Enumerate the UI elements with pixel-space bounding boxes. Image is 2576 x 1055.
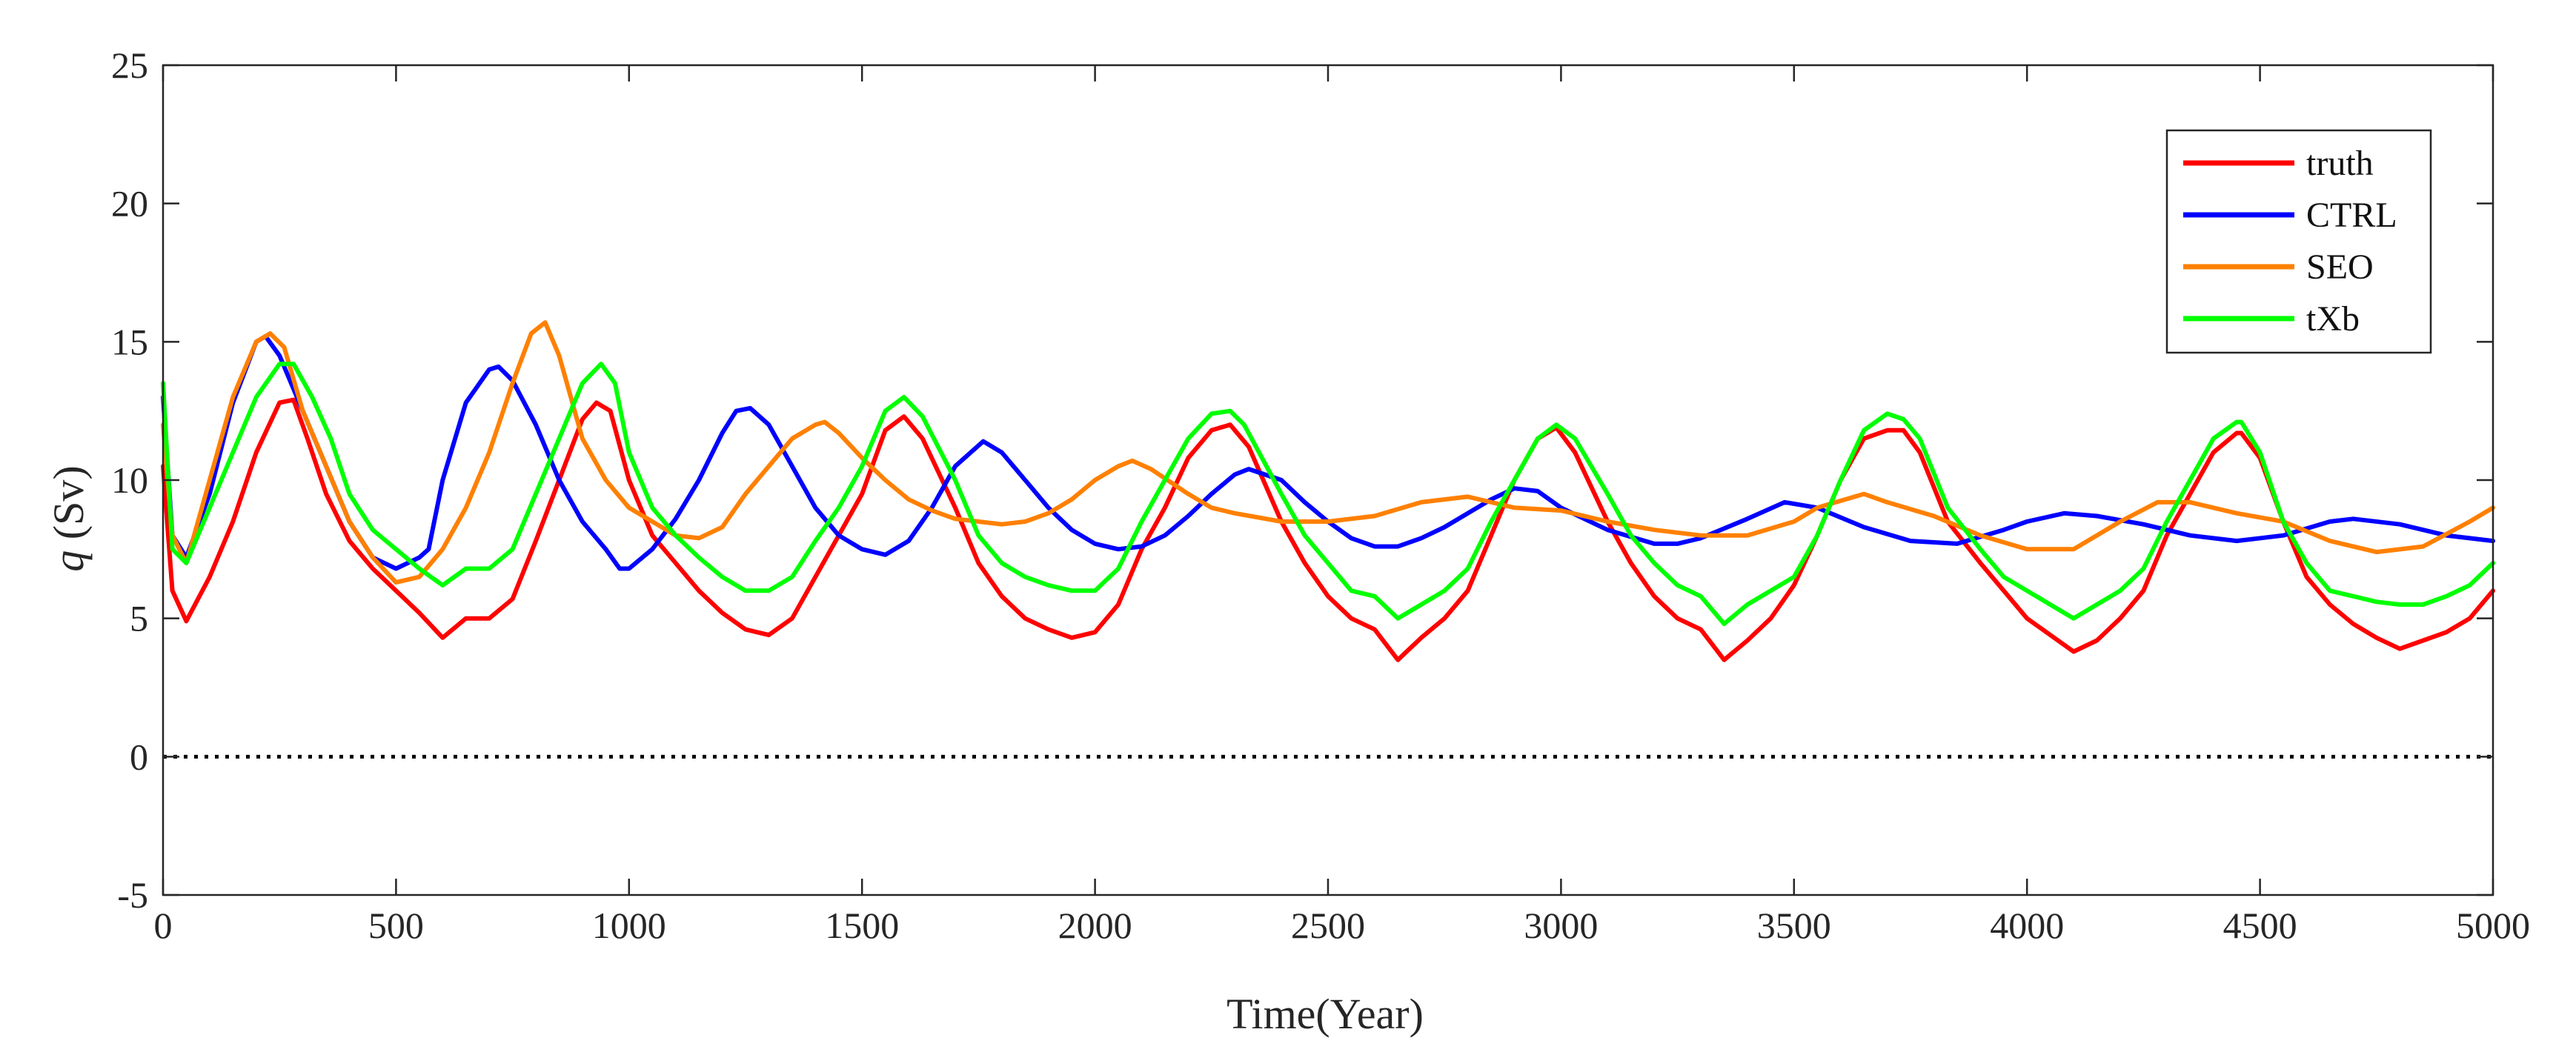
series-line-ctrl	[161, 333, 2495, 571]
legend-label-ctrl: CTRL	[2306, 196, 2397, 235]
x-tick-label: 500	[368, 905, 424, 946]
axes-layer: 0 500 1000 1500 2000 2500 3000 3500 4000 4500 5000…	[111, 44, 2530, 946]
y-tick-label: -5	[117, 874, 148, 916]
y-tick-label: 25	[111, 44, 148, 86]
x-tick-label: 5000	[2456, 905, 2530, 946]
x-tick-label: 3000	[1524, 905, 1598, 946]
y-tick-label: 20	[111, 183, 148, 224]
x-tick-label: 1000	[592, 905, 666, 946]
legend: truth CTRL SEO tXb	[2165, 129, 2432, 354]
y-tick-label: 0	[130, 736, 148, 777]
x-tick-label: 2500	[1291, 905, 1365, 946]
x-tick-label: 4000	[1990, 905, 2064, 946]
y-axis-var: q	[44, 550, 93, 572]
y-tick-label: 15	[111, 321, 148, 362]
x-tick-label: 3500	[1757, 905, 1831, 946]
x-tick-label: 0	[154, 905, 173, 946]
x-tick-label: 4500	[2223, 905, 2297, 946]
legend-label-txb: tXb	[2306, 299, 2360, 339]
x-axis-title: Time(Year)	[1226, 990, 1424, 1038]
legend-box	[2165, 129, 2432, 354]
legend-label-seo: SEO	[2306, 247, 2374, 287]
x-tick-label: 2000	[1058, 905, 1132, 946]
y-axis-title: q (Sv)	[44, 465, 93, 571]
series-layer	[161, 320, 2495, 662]
y-tick-label: 5	[130, 598, 148, 639]
legend-label-truth: truth	[2306, 144, 2374, 183]
x-tick-label: 1500	[825, 905, 899, 946]
series-line-truth	[161, 397, 2495, 662]
y-axis-unit: (Sv)	[44, 465, 93, 550]
y-tick-label: 10	[111, 459, 148, 501]
series-line-txb	[161, 362, 2495, 627]
